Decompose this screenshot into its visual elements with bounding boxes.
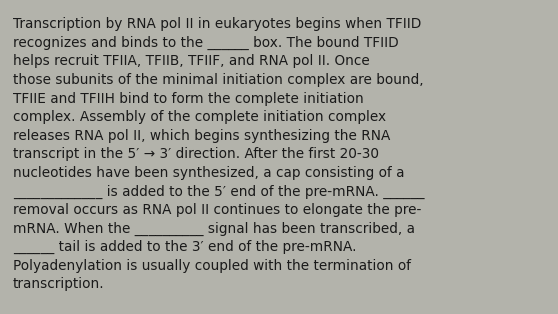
Text: nucleotides have been synthesized, a cap consisting of a: nucleotides have been synthesized, a cap… — [13, 166, 405, 180]
Text: TFIIE and TFIIH bind to form the complete initiation: TFIIE and TFIIH bind to form the complet… — [13, 92, 364, 106]
Text: transcription.: transcription. — [13, 277, 105, 291]
Text: transcript in the 5′ → 3′ direction. After the first 20-30: transcript in the 5′ → 3′ direction. Aft… — [13, 147, 379, 161]
Text: releases RNA pol II, which begins synthesizing the RNA: releases RNA pol II, which begins synthe… — [13, 129, 391, 143]
Text: ______ tail is added to the 3′ end of the pre-mRNA.: ______ tail is added to the 3′ end of th… — [13, 240, 357, 254]
Text: mRNA. When the __________ signal has been transcribed, a: mRNA. When the __________ signal has bee… — [13, 222, 415, 236]
Text: recognizes and binds to the ______ box. The bound TFIID: recognizes and binds to the ______ box. … — [13, 36, 398, 50]
Text: Polyadenylation is usually coupled with the termination of: Polyadenylation is usually coupled with … — [13, 259, 411, 273]
Text: complex. Assembly of the complete initiation complex: complex. Assembly of the complete initia… — [13, 110, 386, 124]
Text: removal occurs as RNA pol II continues to elongate the pre-: removal occurs as RNA pol II continues t… — [13, 203, 421, 217]
Text: _____________ is added to the 5′ end of the pre-mRNA. ______: _____________ is added to the 5′ end of … — [13, 184, 425, 198]
Text: Transcription by RNA pol II in eukaryotes begins when TFIID: Transcription by RNA pol II in eukaryote… — [13, 17, 421, 31]
Text: helps recruit TFIIA, TFIIB, TFIIF, and RNA pol II. Once: helps recruit TFIIA, TFIIB, TFIIF, and R… — [13, 54, 370, 68]
Text: those subunits of the minimal initiation complex are bound,: those subunits of the minimal initiation… — [13, 73, 424, 87]
